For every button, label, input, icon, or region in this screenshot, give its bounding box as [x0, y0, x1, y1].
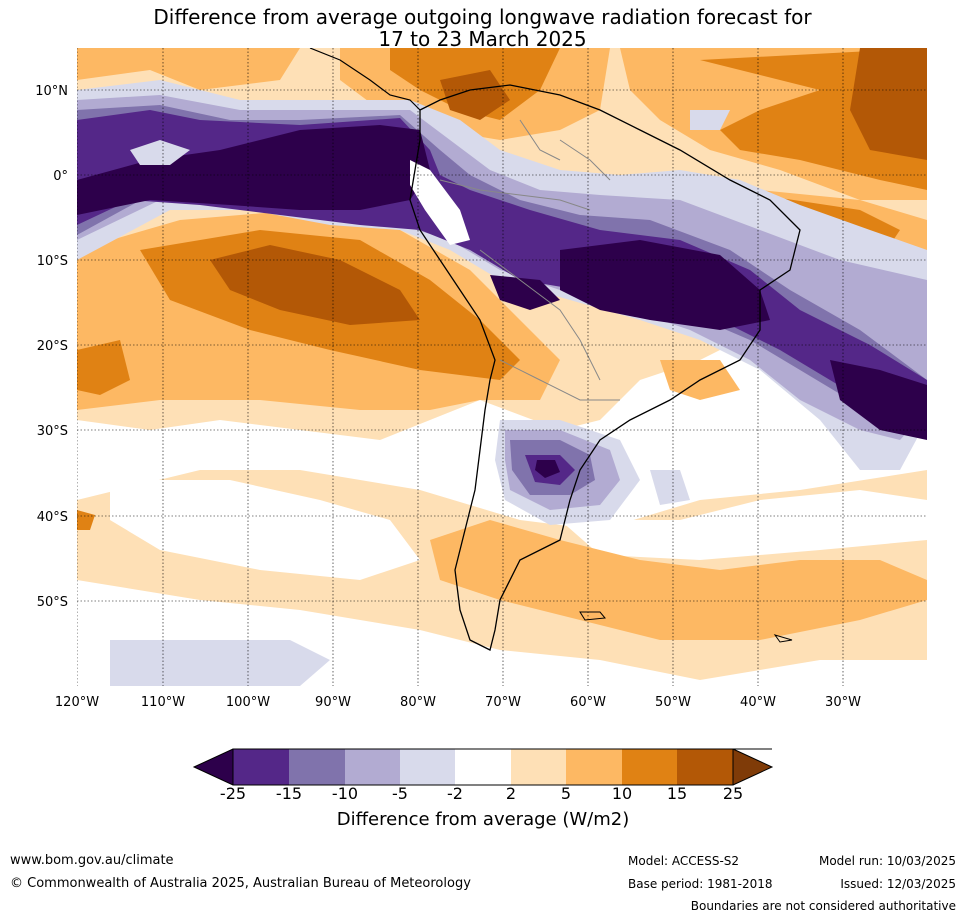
- lon-label: 30°W: [825, 695, 861, 710]
- model-text: Model: ACCESS-S2: [628, 854, 740, 868]
- colorbar-swatch: [233, 749, 289, 785]
- colorbar-tick: -10: [332, 784, 358, 803]
- lon-label: 50°W: [655, 695, 691, 710]
- lon-label: 40°W: [740, 695, 776, 710]
- colorbar-swatch: [289, 749, 345, 785]
- lat-label: 20°S: [37, 339, 68, 354]
- colorbar-title: Difference from average (W/m2): [337, 809, 629, 830]
- lat-label: 0°: [53, 169, 68, 184]
- colorbar-swatch: [345, 749, 400, 785]
- colorbar-tick: -2: [447, 784, 463, 803]
- lon-label: 100°W: [226, 695, 270, 710]
- issued-text: Issued: 12/03/2025: [840, 877, 956, 891]
- colorbar-tick: 2: [506, 784, 516, 803]
- colorbar-swatch: [511, 749, 566, 785]
- longitude-labels: 120°W 110°W 100°W 90°W 80°W 70°W 60°W 50…: [55, 695, 861, 710]
- colorbar-tick: 25: [723, 784, 743, 803]
- colorbar-right-arrow: [733, 749, 772, 785]
- colorbar-tick: 15: [667, 784, 687, 803]
- map-title-line1: Difference from average outgoing longwav…: [153, 5, 812, 29]
- colorbar-swatch: [622, 749, 677, 785]
- lon-label: 60°W: [570, 695, 606, 710]
- lon-label: 110°W: [141, 695, 185, 710]
- colorbar-swatch: [677, 749, 733, 785]
- colorbar-swatch: [400, 749, 455, 785]
- website-link[interactable]: www.bom.gov.au/climate: [10, 853, 174, 868]
- colorbar-swatch: [455, 749, 511, 785]
- lat-label: 10°S: [37, 254, 68, 269]
- lat-label: 30°S: [37, 424, 68, 439]
- colorbar-tick: 10: [612, 784, 632, 803]
- lon-label: 80°W: [400, 695, 436, 710]
- lon-label: 90°W: [315, 695, 351, 710]
- copyright-text: © Commonwealth of Australia 2025, Austra…: [10, 876, 471, 891]
- colorbar-left-arrow: [194, 749, 233, 785]
- colorbar-tick: -25: [220, 784, 246, 803]
- latitude-labels: 10°N 0° 10°S 20°S 30°S 40°S 50°S: [35, 84, 68, 610]
- colorbar-tick: -5: [392, 784, 408, 803]
- boundaries-note: Boundaries are not considered authoritat…: [690, 899, 956, 913]
- lon-label: 120°W: [55, 695, 99, 710]
- olr-anomaly-field: [77, 48, 927, 686]
- lon-label: 70°W: [485, 695, 521, 710]
- base-period-text: Base period: 1981-2018: [628, 877, 773, 891]
- map-title-line2: 17 to 23 March 2025: [378, 27, 587, 51]
- lat-label: 40°S: [37, 510, 68, 525]
- model-run-text: Model run: 10/03/2025: [818, 854, 956, 868]
- colorbar-tick: 5: [561, 784, 571, 803]
- colorbar-legend: -25 -15 -10 -5 -2 2 5 10 15 25 Differenc…: [192, 748, 774, 830]
- lat-label: 50°S: [37, 595, 68, 610]
- lat-label: 10°N: [35, 84, 68, 99]
- colorbar-tick: -15: [276, 784, 302, 803]
- colorbar-swatch: [566, 749, 622, 785]
